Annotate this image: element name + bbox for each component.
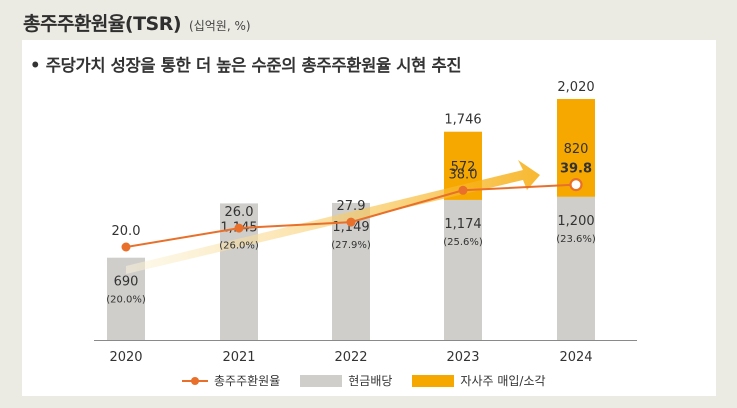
bar-buyback-value-label: 820	[564, 142, 589, 157]
tsr-point-2023	[458, 185, 468, 195]
tsr-point-2021	[234, 223, 244, 233]
legend-swatch-buyback-icon	[412, 374, 455, 387]
legend-label-tsr: 총주주환원율	[214, 374, 281, 388]
tsr-point-2020	[121, 242, 131, 252]
bar-cash-ratio-label: (26.0%)	[219, 240, 259, 251]
page-title: 총주주환원율(TSR)	[23, 13, 182, 35]
legend-swatch-cash-icon	[300, 374, 343, 387]
bar-buyback-value-label: 572	[451, 160, 476, 175]
bar-cash-ratio-label: (23.6%)	[556, 234, 596, 245]
bar-cash-ratio-label: (27.9%)	[331, 240, 371, 251]
x-tick-label-2022: 2022	[334, 350, 367, 365]
growth-arrow-icon	[126, 160, 540, 274]
bar-cash-dividend-2023	[444, 199, 482, 340]
tsr-value-label-2022: 27.9	[337, 199, 366, 214]
legend-item-tsr: 총주주환원율	[182, 372, 280, 389]
bar-cash-ratio-label: (20.0%)	[106, 295, 146, 306]
bar-cash-dividend-2024	[557, 196, 595, 340]
unit-label: (십억원, %)	[189, 19, 251, 33]
tsr-point-2022	[346, 217, 356, 227]
x-tick-label-2020: 2020	[109, 350, 142, 365]
bar-cash-value-label: 1,174	[444, 217, 481, 232]
tsr-value-label-2021: 26.0	[225, 205, 254, 220]
bar-cash-value-label: 690	[114, 275, 139, 290]
bar-cash-value-label: 1,200	[557, 214, 594, 229]
tsr-value-label-2023: 38.0	[449, 167, 478, 182]
bar-total-label: 2,020	[557, 80, 594, 95]
legend-label-buyback: 자사주 매입/소각	[460, 374, 546, 388]
chart-panel: • 주당가치 성장을 통한 더 높은 수준의 총주주환원율 시현 추진 690 (…	[22, 40, 716, 396]
tsr-value-label-2024: 39.8	[560, 162, 592, 177]
x-tick-label-2023: 2023	[446, 350, 479, 365]
chart-legend: 총주주환원율 현금배당 자사주 매입/소각	[182, 372, 546, 389]
x-tick-label-2021: 2021	[222, 350, 255, 365]
bar-total-label: 1,746	[444, 113, 481, 128]
x-tick-label-2024: 2024	[559, 350, 592, 365]
bar-cash-ratio-label: (25.6%)	[443, 237, 483, 248]
tsr-value-label-2020: 20.0	[112, 224, 141, 239]
bar-cash-value-label: 1,149	[332, 220, 369, 235]
chart-subtitle: • 주당가치 성장을 통한 더 높은 수준의 총주주환원율 시현 추진	[30, 56, 462, 75]
legend-line-marker-icon	[182, 376, 208, 386]
header: 총주주환원율(TSR) (십억원, %)	[23, 9, 251, 36]
legend-item-cash-dividend: 현금배당	[300, 372, 392, 389]
tsr-chart: 690(20.0%)1,145(26.0%)1,149(27.9%)1,174(…	[94, 80, 637, 365]
tsr-point-2024	[569, 178, 583, 192]
legend-item-buyback: 자사주 매입/소각	[412, 372, 546, 389]
legend-label-cash-dividend: 현금배당	[348, 374, 393, 388]
